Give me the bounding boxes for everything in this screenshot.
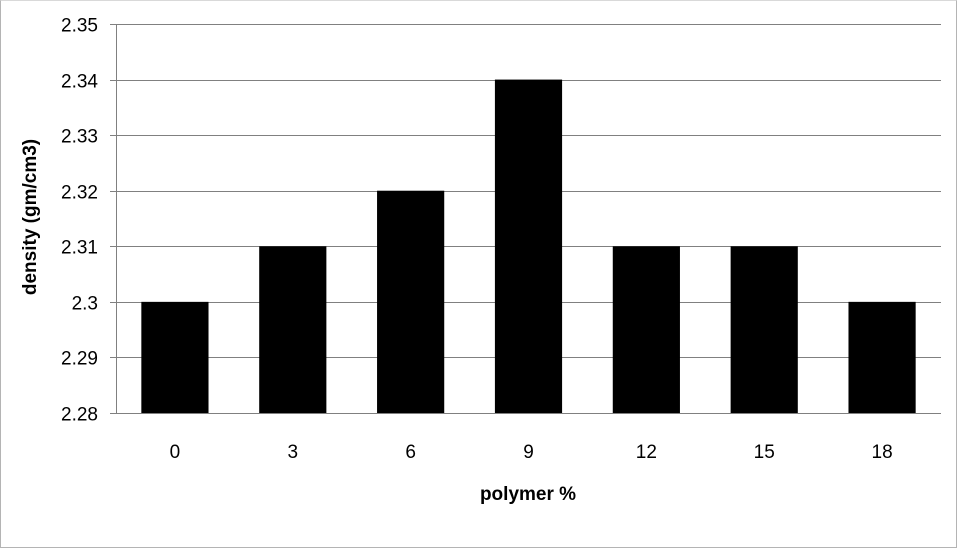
y-tick-label: 2.28 [61,405,98,426]
x-tick-labels: 0 3 6 9 12 15 18 [170,442,893,463]
y-tick-label: 2.33 [61,127,98,148]
y-tick-label: 2.35 [61,16,98,37]
bar [848,301,916,413]
bar [259,246,327,413]
bar [730,246,798,413]
y-tick-label: 2.29 [61,349,98,370]
bar [141,301,209,413]
x-tick-label: 18 [872,442,893,463]
bar [612,246,680,413]
y-tick-label: 2.31 [61,238,98,259]
y-tick-labels: 2.28 2.29 2.3 2.31 2.32 2.33 2.34 2.35 [61,16,98,426]
x-tick-label: 12 [636,442,657,463]
bars [141,79,916,414]
x-tick-label: 9 [523,442,534,463]
y-tick-label: 2.3 [72,294,98,315]
x-tick-label: 15 [754,442,775,463]
x-tick-label: 0 [170,442,181,463]
x-tick-label: 3 [287,442,298,463]
y-tick-label: 2.32 [61,183,98,204]
x-axis-title: polymer % [480,484,576,505]
y-axis-title: density (gm/cm3) [20,139,41,295]
bar [377,190,445,413]
x-tick-label: 6 [405,442,416,463]
y-tick-label: 2.34 [61,72,98,93]
bar [494,79,563,414]
gridlines [110,24,941,414]
